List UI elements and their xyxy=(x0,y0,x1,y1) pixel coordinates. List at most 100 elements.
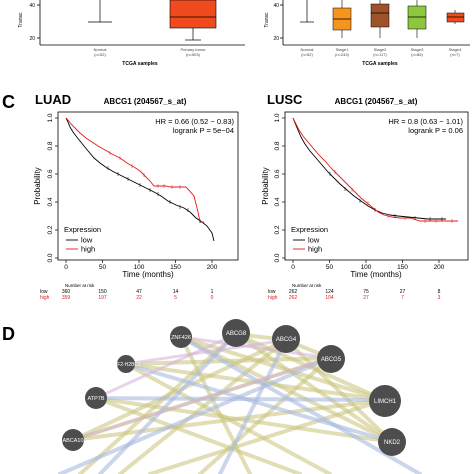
km-lusc-frame xyxy=(284,111,469,261)
node-nkd2[interactable]: NKD2 xyxy=(378,428,406,456)
panel-b-cat-stage3: Stage3 xyxy=(411,47,424,52)
risk-high-value: 262 xyxy=(289,295,298,301)
panel-a-cat-tumor-n: (n=503) xyxy=(186,52,201,57)
risk-low-value: 27 xyxy=(400,289,406,295)
xtick-label: 0 xyxy=(64,264,68,271)
panel-a-ylabel: Transc xyxy=(18,12,24,28)
node-abca10[interactable]: ABCA10 xyxy=(62,429,84,451)
panel-b-stage3-box xyxy=(407,5,427,30)
risk-high-value: 359 xyxy=(62,295,71,301)
km-luad-legend-low: low xyxy=(81,236,93,245)
km-luad-xlabel: Time (months) xyxy=(122,270,174,279)
km-luad-ylabel: Probability xyxy=(33,167,42,204)
km-lusc-logrank: logrank P = 0.06 xyxy=(408,126,463,135)
risk-high-value: 3 xyxy=(438,295,441,301)
risk-high-value: 0 xyxy=(211,295,214,301)
panel-a-boxplot: 40 20 Transc Normal (n=52) Primary tumor… xyxy=(18,0,245,67)
panel-b-cat-stage1-n: (n=243) xyxy=(335,52,350,57)
risk-low-value: 124 xyxy=(325,289,334,295)
km-lusc-legend-high: high xyxy=(308,245,322,254)
xtick-label: 150 xyxy=(397,264,408,271)
edges-pathway xyxy=(71,332,332,442)
node-atf2-h2bc1[interactable]: ATF2-H2BC1 xyxy=(111,355,141,373)
km-luad-low-censor-marks xyxy=(107,166,201,223)
risk-high-value: 104 xyxy=(325,295,334,301)
node-label: NKD2 xyxy=(384,440,401,446)
node-label: ZNF426 xyxy=(171,335,191,341)
km-luad-yticks: 0.0 0.2 0.4 0.6 0.8 1.0 xyxy=(47,113,58,263)
km-lusc-cohort: LUSC xyxy=(267,92,303,107)
xtick-label: 50 xyxy=(326,264,334,271)
km-luad-hr: HR = 0.66 (0.52 − 0.83) xyxy=(155,117,234,126)
panel-a-tumor-box xyxy=(169,0,217,29)
ytick-label: 0.6 xyxy=(47,169,54,178)
km-lusc-high-curve xyxy=(292,117,458,222)
node-abcg4[interactable]: ABCG4 xyxy=(272,325,300,353)
panel-b-boxplot: 40 20 Transc Normal (n=52) Stage1 (n=243… xyxy=(264,0,470,67)
panel-b-cat-stage4-n: (n=7) xyxy=(450,52,460,57)
km-luad-legend-title: Expression xyxy=(64,225,101,234)
km-lusc-high-censor-marks xyxy=(334,170,453,223)
km-plot-luad: LUAD ABCG1 (204567_s_at) HR = 0.66 (0.52… xyxy=(33,92,239,301)
km-luad-risk-high-label: high xyxy=(40,295,50,301)
km-lusc-hr: HR = 0.8 (0.63 − 1.01) xyxy=(388,117,463,126)
km-lusc-legend-title: Expression xyxy=(291,225,328,234)
km-lusc-gene: ABCG1 (204567_s_at) xyxy=(335,97,418,106)
risk-low-value: 150 xyxy=(98,289,107,295)
km-plot-lusc: LUSC ABCG1 (204567_s_at) HR = 0.8 (0.63 … xyxy=(261,92,469,301)
node-label: ABCG4 xyxy=(276,337,297,343)
km-lusc-xticks: 0 50 100 150 200 xyxy=(291,260,445,271)
network-nodes: ZNF426 ABCG8 ABCG4 ABCG5 ATF2-H2BC1 ATP7… xyxy=(62,319,406,456)
risk-high-value: 22 xyxy=(136,295,142,301)
risk-high-value: 27 xyxy=(363,295,369,301)
node-abcg5[interactable]: ABCG5 xyxy=(317,345,345,373)
ytick-label: 0.0 xyxy=(274,253,281,262)
km-luad-frame xyxy=(57,111,239,261)
risk-low-value: 47 xyxy=(136,289,142,295)
risk-high-value: 5 xyxy=(174,295,177,301)
xtick-label: 200 xyxy=(207,264,218,271)
panel-b-tick-20: 20 xyxy=(273,36,279,42)
node-label: ATP7B xyxy=(87,396,104,402)
node-limch1[interactable]: LIMCH1 xyxy=(369,385,401,417)
xtick-label: 150 xyxy=(170,264,181,271)
panel-b-tick-40: 40 xyxy=(273,3,279,9)
ytick-label: 1.0 xyxy=(274,113,281,122)
panel-b-stage2-box xyxy=(370,3,390,28)
node-label: ABCG5 xyxy=(321,357,342,363)
km-luad-legend-high: high xyxy=(81,245,95,254)
panel-b-cat-stage2: Stage2 xyxy=(374,47,387,52)
node-atp7b[interactable]: ATP7B xyxy=(85,387,107,409)
ytick-label: 0.8 xyxy=(274,141,281,150)
xtick-label: 0 xyxy=(291,264,295,271)
km-luad-high-censor-marks xyxy=(109,151,181,189)
node-label: LIMCH1 xyxy=(374,399,397,405)
panel-a-tick-40: 40 xyxy=(29,3,35,9)
ytick-label: 1.0 xyxy=(47,113,54,122)
panel-b-cat-stage2-n: (n=117) xyxy=(373,52,387,57)
km-luad-gene: ABCG1 (204567_s_at) xyxy=(104,97,187,106)
node-znf426[interactable]: ZNF426 xyxy=(170,326,192,348)
km-lusc-ylabel: Probability xyxy=(261,167,270,204)
km-lusc-yticks: 0.0 0.2 0.4 0.6 0.8 1.0 xyxy=(274,113,285,263)
panel-d-label: D xyxy=(2,324,15,344)
risk-high-value: 197 xyxy=(98,295,107,301)
km-lusc-risk-table: 2621247527812621042773 xyxy=(289,289,441,301)
node-abcg8[interactable]: ABCG8 xyxy=(222,319,250,347)
km-luad-low-curve xyxy=(65,117,215,242)
edges-colocalization xyxy=(58,332,422,474)
panel-c-label: C xyxy=(2,92,15,112)
risk-low-value: 360 xyxy=(62,289,71,295)
panel-b-stage4-box xyxy=(446,12,465,23)
km-lusc-risk-title: Number at risk xyxy=(292,283,322,288)
km-lusc-low-curve xyxy=(292,117,446,220)
xtick-label: 200 xyxy=(434,264,445,271)
ytick-label: 0.8 xyxy=(47,141,54,150)
panel-b-cat-stage1: Stage1 xyxy=(336,47,349,52)
ytick-label: 0.2 xyxy=(274,225,281,234)
risk-high-value: 7 xyxy=(401,295,404,301)
panel-b-cat-stage3-n: (n=85) xyxy=(411,52,423,57)
panel-a-cat-normal-n: (n=52) xyxy=(94,52,106,57)
node-label: ABCA10 xyxy=(62,438,83,444)
panel-b-cat-stage4: Stage4 xyxy=(449,47,462,52)
